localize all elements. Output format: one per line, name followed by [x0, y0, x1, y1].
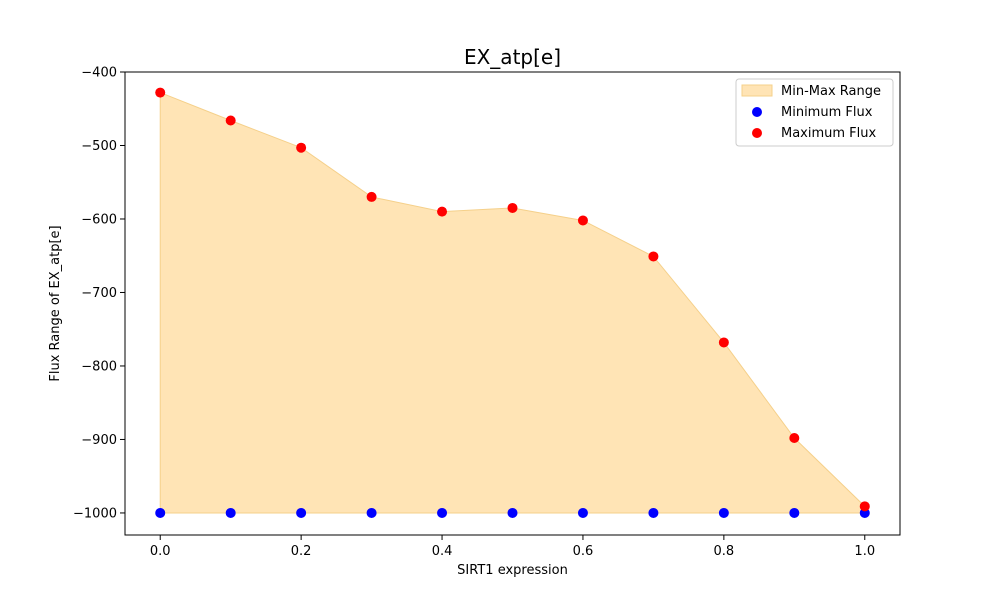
chart-title: EX_atp[e]: [464, 45, 561, 69]
maximum-flux-point: [577, 215, 588, 226]
x-tick-label: 0.6: [573, 544, 594, 559]
x-tick-label: 1.0: [854, 544, 875, 559]
x-tick-label: 0.4: [432, 544, 453, 559]
maximum-flux-point: [648, 251, 659, 262]
y-tick-label: −500: [81, 139, 117, 154]
legend-marker-max: [752, 128, 762, 138]
minimum-flux-point: [225, 507, 236, 518]
plot-frame: [124, 71, 901, 536]
y-tick-label: −600: [81, 212, 117, 227]
minimum-flux-point: [507, 507, 518, 518]
x-tick-label: 0.0: [150, 544, 171, 559]
x-tick-label: 0.2: [291, 544, 312, 559]
maximum-flux-point: [366, 191, 377, 202]
legend-label-max: Maximum Flux: [781, 126, 877, 141]
minimum-flux-point: [648, 507, 659, 518]
maximum-flux-point: [507, 202, 518, 213]
maximum-flux-point: [437, 206, 448, 217]
legend-label-range: Min-Max Range: [781, 84, 881, 99]
minimum-flux-point: [366, 507, 377, 518]
minimum-flux-point: [296, 507, 307, 518]
minimum-flux-point: [789, 507, 800, 518]
legend-swatch-range: [741, 84, 773, 97]
minimum-flux-point: [577, 507, 588, 518]
x-axis: 0.0 0.2 0.4 0.6 0.8 1.0: [150, 535, 875, 559]
maximum-flux-point: [155, 87, 166, 98]
legend-label-min: Minimum Flux: [781, 105, 873, 120]
y-tick-label: −400: [81, 66, 117, 81]
minimum-flux-point: [155, 507, 166, 518]
minimum-flux-point: [718, 507, 729, 518]
y-axis: −400 −500 −600 −700 −800 −900 −1000: [73, 66, 125, 521]
legend-marker-min: [752, 107, 762, 117]
y-tick-label: −700: [81, 286, 117, 301]
x-tick-label: 0.8: [714, 544, 735, 559]
plot-area: [155, 87, 870, 518]
minimum-flux-point: [437, 507, 448, 518]
y-tick-label: −900: [81, 433, 117, 448]
maximum-flux-point: [718, 337, 729, 348]
maximum-flux-point: [225, 115, 236, 126]
maximum-flux-point: [859, 501, 870, 512]
y-axis-label: Flux Range of EX_atp[e]: [48, 225, 63, 381]
legend-box: [735, 78, 894, 147]
x-axis-label: SIRT1 expression: [457, 563, 568, 578]
maximum-flux-point: [789, 432, 800, 443]
y-tick-label: −800: [81, 359, 117, 374]
legend: Min-Max Range Minimum Flux Maximum Flux: [735, 78, 894, 147]
y-tick-label: −1000: [73, 506, 117, 521]
maximum-flux-point: [296, 142, 307, 153]
